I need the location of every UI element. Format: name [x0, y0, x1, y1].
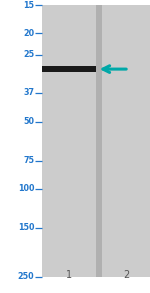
Text: 75: 75: [24, 156, 34, 165]
Bar: [42, 67, 96, 72]
Text: 100: 100: [18, 184, 34, 193]
Text: 37: 37: [24, 88, 34, 97]
Bar: [96, 6, 102, 277]
Text: 20: 20: [23, 29, 34, 38]
Bar: [42, 6, 96, 277]
Text: 2: 2: [123, 270, 129, 280]
Text: 1: 1: [66, 270, 72, 280]
Text: 50: 50: [24, 117, 34, 126]
Bar: [42, 6, 150, 277]
Text: 25: 25: [23, 50, 34, 59]
Text: 150: 150: [18, 223, 34, 232]
Text: 250: 250: [18, 272, 34, 282]
Bar: [102, 6, 150, 277]
Text: 15: 15: [24, 1, 34, 10]
